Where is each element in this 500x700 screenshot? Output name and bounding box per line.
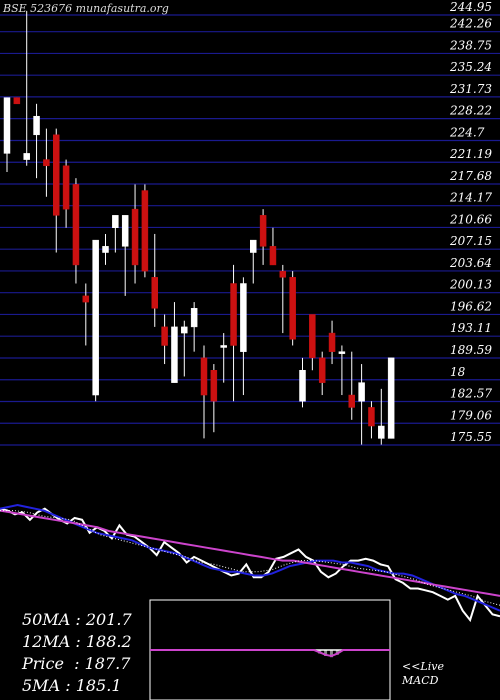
candle-body xyxy=(279,270,287,278)
price-tick-label: 200.13 xyxy=(449,278,492,292)
ma50-readout: 50MA : 201.7 xyxy=(22,610,132,629)
price-tick-label: 231.73 xyxy=(449,82,492,96)
price-tick-label: 182.57 xyxy=(450,387,492,401)
price-tick-label: 210.66 xyxy=(449,212,492,226)
candle-body xyxy=(23,153,30,160)
candle-body xyxy=(112,215,119,228)
price-tick-label: 203.64 xyxy=(449,256,492,270)
candle-body xyxy=(250,239,257,253)
price-tick-label: 221.19 xyxy=(449,147,492,161)
candle-body xyxy=(151,277,158,309)
price-tick-label: 244.95 xyxy=(449,0,492,14)
chart-header: BSE 523676 munafasutra.org xyxy=(3,2,169,15)
candle-body xyxy=(348,394,355,408)
macd-panel xyxy=(149,599,391,700)
candles xyxy=(3,10,395,445)
candle-body xyxy=(328,332,336,352)
candle-body xyxy=(181,326,188,334)
candle-body xyxy=(13,97,21,105)
ticker-label: BSE 523676 xyxy=(3,2,73,15)
candle-body xyxy=(378,425,385,439)
candle-body xyxy=(82,295,90,303)
candle-body xyxy=(299,370,306,402)
candle-body xyxy=(3,97,11,154)
candle-body xyxy=(190,308,198,328)
price-tick-label: 196.62 xyxy=(450,299,492,313)
candle-body xyxy=(210,370,218,402)
price-tick-label: 175.55 xyxy=(450,430,492,444)
price-tick-label: 207.15 xyxy=(449,234,492,248)
indicator-line xyxy=(0,510,500,606)
candle-body xyxy=(141,190,149,272)
candle-body xyxy=(171,326,178,383)
candle-body xyxy=(121,215,129,247)
price-tick-label: 179.06 xyxy=(450,408,492,422)
candle-body xyxy=(53,134,60,216)
price-readout: Price : 187.7 xyxy=(22,654,131,673)
price-tick-label: 235.24 xyxy=(449,60,492,74)
price-tick-label: 238.75 xyxy=(449,38,492,52)
candle-body xyxy=(33,115,40,136)
candle-body xyxy=(72,184,80,266)
price-axis: 244.95 242.26 238.75 235.24 231.73 228.22 224.… xyxy=(449,0,492,444)
price-gridlines xyxy=(0,14,500,446)
site-label: munafasutra.org xyxy=(75,2,169,15)
indicator-line xyxy=(0,509,500,597)
price-tick-label: 193.11 xyxy=(450,321,492,335)
candle-body xyxy=(259,215,267,247)
candle-body xyxy=(318,357,326,383)
indicator-line xyxy=(0,503,500,612)
candle-body xyxy=(289,277,296,340)
candle-body xyxy=(43,159,50,167)
live-label: <<Live xyxy=(402,660,444,673)
candle-body xyxy=(62,165,70,210)
candle-body xyxy=(200,357,208,396)
candle-body xyxy=(240,283,247,352)
candle-body xyxy=(338,351,346,354)
price-tick-label: 217.68 xyxy=(449,169,492,183)
price-tick-label: 214.17 xyxy=(449,191,492,205)
candle-body xyxy=(92,239,99,396)
price-tick-label: 242.26 xyxy=(449,17,492,31)
indicator-line xyxy=(0,507,500,623)
price-tick-label: 224.7 xyxy=(449,125,485,139)
candle-body xyxy=(230,283,237,346)
candle-body xyxy=(368,407,375,427)
macd-line xyxy=(150,649,390,658)
candle-body xyxy=(309,314,316,359)
candle-body xyxy=(387,357,395,439)
candle-body xyxy=(220,345,227,348)
candle-body xyxy=(131,208,139,266)
price-tick-label: 18 xyxy=(450,365,466,379)
candle-body xyxy=(161,326,168,346)
candle-body xyxy=(358,382,365,402)
ma12-readout: 12MA : 188.2 xyxy=(22,632,132,651)
price-tick-label: 228.22 xyxy=(449,104,492,118)
price-tick-label: 189.59 xyxy=(450,343,492,357)
indicator-panel xyxy=(0,503,500,623)
candle-body xyxy=(102,246,109,253)
macd-label: MACD xyxy=(402,674,439,687)
ma5-readout: 5MA : 185.1 xyxy=(22,676,122,695)
candle-body xyxy=(269,246,277,266)
